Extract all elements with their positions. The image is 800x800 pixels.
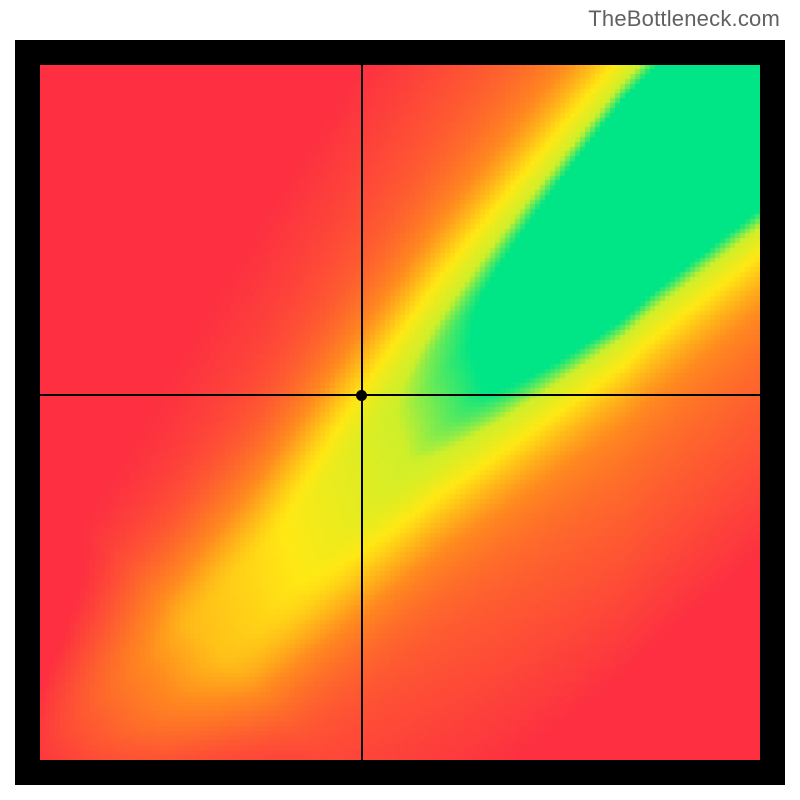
crosshair-horizontal <box>40 394 760 395</box>
crosshair-vertical <box>361 65 362 760</box>
attribution-text: TheBottleneck.com <box>588 6 780 32</box>
chart-container: TheBottleneck.com <box>0 0 800 800</box>
bottleneck-heatmap <box>40 65 760 760</box>
crosshair-marker <box>356 390 367 401</box>
